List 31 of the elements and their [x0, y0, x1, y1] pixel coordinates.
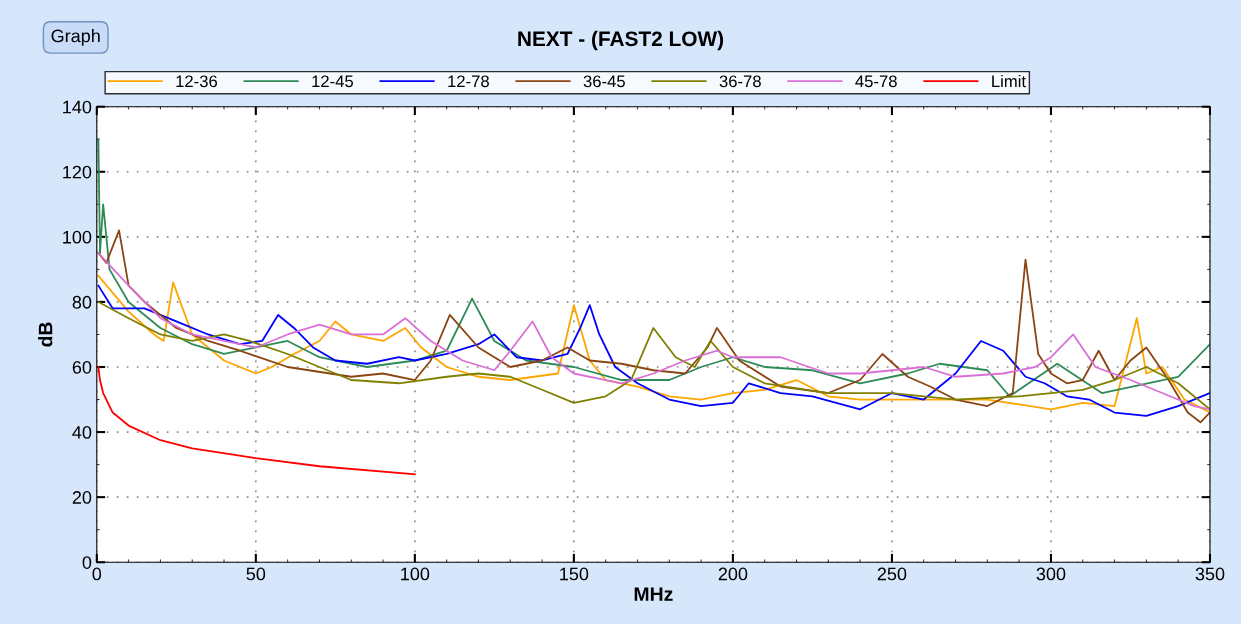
x-tick-label: 350 — [1195, 567, 1225, 581]
y-tick-label: 60 — [72, 360, 92, 374]
text: Graph — [51, 29, 100, 46]
x-tick-label: 100 — [401, 567, 430, 581]
x-tick-label: 250 — [877, 567, 907, 581]
legend-label: Limit — [992, 74, 1026, 88]
legend-label: 45-78 — [855, 75, 897, 88]
y-tick-label: 0 — [82, 556, 92, 569]
legend-label: 12-45 — [312, 75, 354, 88]
y-tick-label: 40 — [72, 426, 92, 439]
legend-label: 12-36 — [176, 75, 218, 88]
line-series — [97, 301, 1210, 411]
x-tick-label: 50 — [246, 567, 266, 581]
line-series — [97, 366, 416, 476]
x-tick-label: 300 — [1036, 567, 1066, 581]
y-axis-title: dB — [38, 322, 53, 347]
x-tick-label: 150 — [560, 567, 589, 581]
legend-label: 36-78 — [719, 75, 761, 88]
x-tick-label: 200 — [718, 567, 748, 581]
x-tick-label: 0 — [92, 567, 102, 581]
line-series — [97, 138, 1210, 398]
y-tick-label: 100 — [63, 230, 92, 244]
x-axis-title: MHz — [634, 587, 673, 601]
y-tick-label: 120 — [63, 165, 92, 179]
legend-label: 12-78 — [448, 75, 489, 88]
legend-label: 36-45 — [583, 75, 625, 88]
chart-title: NEXT - (FAST2 LOW) — [518, 30, 724, 51]
line-series — [97, 252, 1210, 411]
y-tick-label: 140 — [63, 100, 92, 114]
y-tick-label: 20 — [72, 491, 92, 504]
y-tick-label: 80 — [72, 295, 92, 309]
